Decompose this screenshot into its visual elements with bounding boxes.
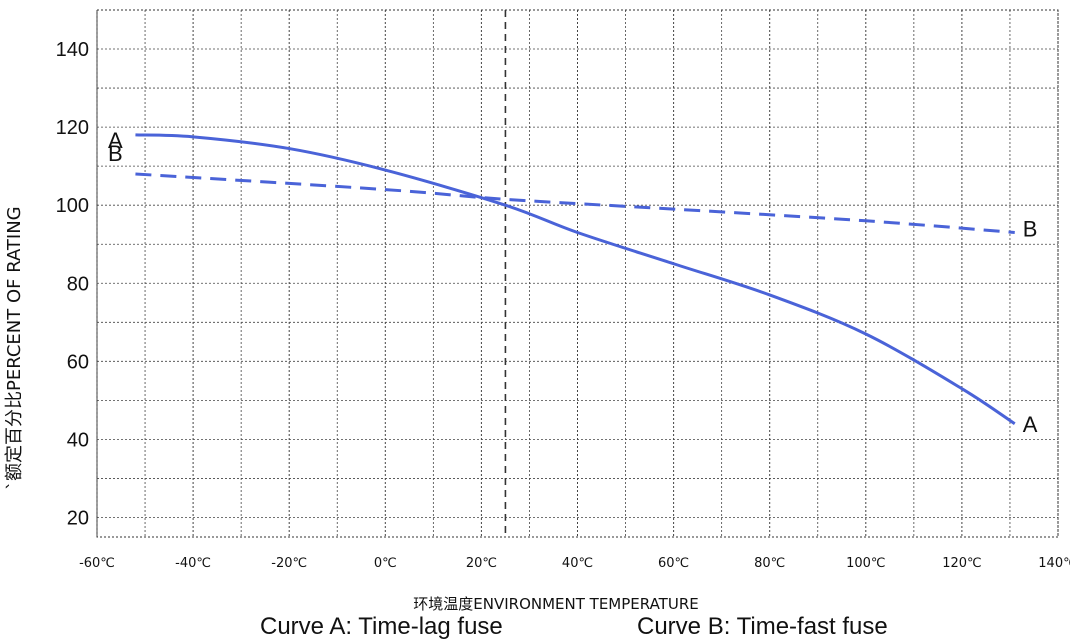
x-tick-labels: -60℃ -40℃ -20℃ 0℃ 20℃ 40℃ 60℃ 80℃ 100℃ 120℃ 140℃ xyxy=(79,556,1070,571)
caption-curve-a: Curve A: Time-lag fuse xyxy=(260,613,503,640)
x-tick-label: 60℃ xyxy=(658,556,689,571)
y-tick-label: 120 xyxy=(56,117,89,139)
y-axis-label: `额定百分比PERCENT OF RATING xyxy=(4,206,25,490)
x-tick-label: -60℃ xyxy=(79,556,115,571)
curve-b-start-label: B xyxy=(108,141,123,166)
y-tick-label: 80 xyxy=(67,273,89,295)
y-tick-label: 100 xyxy=(56,195,89,217)
series-line-b xyxy=(135,172,1015,235)
x-tick-label: 40℃ xyxy=(562,556,593,571)
x-tick-label: 120℃ xyxy=(942,556,981,571)
grid xyxy=(96,9,1059,537)
caption-curve-b: Curve B: Time-fast fuse xyxy=(637,613,888,640)
x-tick-label: 0℃ xyxy=(374,556,397,571)
y-tick-label: 40 xyxy=(67,429,89,451)
y-tick-label: 140 xyxy=(56,39,89,61)
x-tick-label: -40℃ xyxy=(175,556,211,571)
x-tick-label: -20℃ xyxy=(271,556,307,571)
x-tick-label: 100℃ xyxy=(846,556,885,571)
x-tick-label: 20℃ xyxy=(466,556,497,571)
y-tick-label: 60 xyxy=(67,351,89,373)
curve-a-start-label: A xyxy=(108,128,123,153)
y-tick-label: 20 xyxy=(67,507,89,529)
y-tick-labels: 20 40 60 80 100 120 140 xyxy=(56,39,89,529)
x-tick-label: 80℃ xyxy=(754,556,785,571)
curve-a-end-label: A xyxy=(1023,412,1038,437)
curve-b-end-label: B xyxy=(1023,217,1038,242)
series-line-a xyxy=(135,133,1016,426)
x-tick-label: 140℃ xyxy=(1038,556,1070,571)
series-layer xyxy=(135,133,1016,426)
plot-frame xyxy=(96,9,1059,538)
plot-border xyxy=(96,9,1059,538)
x-axis-label: 环境温度ENVIRONMENT TEMPERATURE xyxy=(413,595,698,613)
